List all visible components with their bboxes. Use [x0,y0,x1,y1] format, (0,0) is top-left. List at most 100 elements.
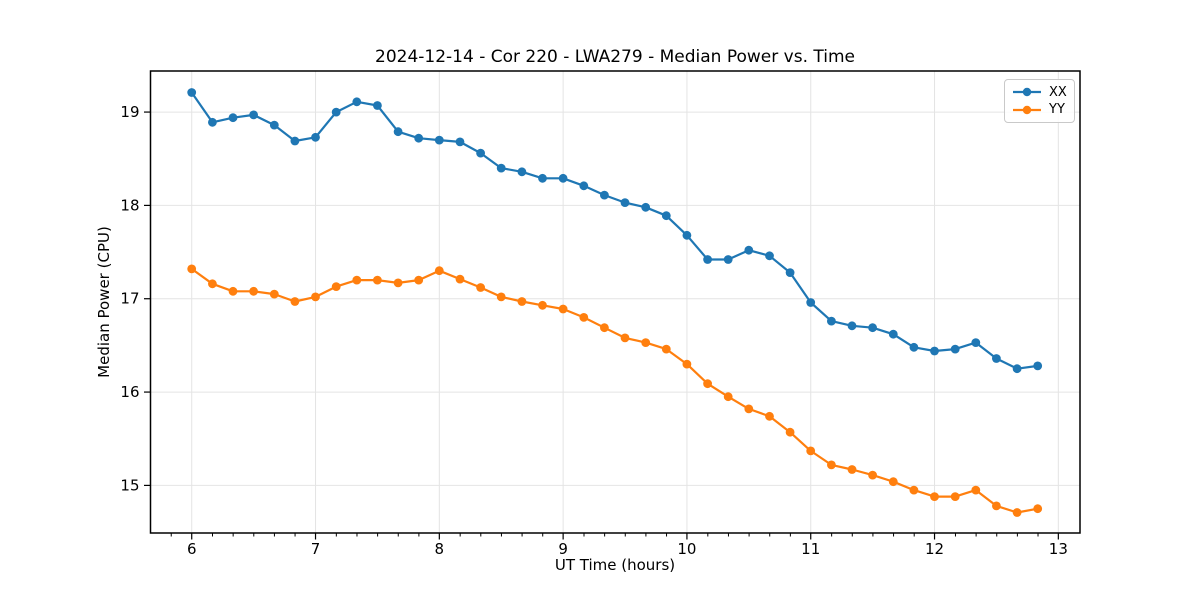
x-tick-label: 12 [925,540,944,558]
data-point-xx [208,117,217,127]
data-point-xx [868,323,877,333]
y-tick-label: 16 [120,383,139,401]
data-point-yy [682,359,692,369]
legend-line-sample-yy [1013,105,1041,115]
data-point-xx [992,354,1001,363]
y-tick-label: 18 [120,196,139,214]
plot-border [149,70,1081,534]
data-point-xx [661,211,671,221]
series-line-xx [190,91,1039,370]
data-point-yy [1012,508,1022,517]
data-point-yy [950,492,960,501]
x-tick-label: 7 [311,540,321,558]
data-point-yy [496,292,506,302]
data-point-yy [517,297,527,306]
data-point-xx [703,255,712,264]
data-point-yy [600,323,609,333]
data-point-yy [331,282,341,291]
x-tick-label: 11 [801,540,820,558]
legend-label-yy: YY [1049,102,1065,118]
data-point-xx [269,120,279,130]
data-point-xx [765,251,774,261]
data-point-xx [414,133,424,143]
data-point-yy [538,300,547,310]
data-point-yy [806,446,816,456]
data-point-xx [393,127,403,137]
data-point-xx [682,230,692,240]
x-tick-label: 9 [558,540,568,558]
data-point-xx [187,88,197,97]
data-point-yy [620,333,630,343]
legend-item-xx: XX [1012,85,1067,100]
data-point-yy [187,264,197,274]
data-point-xx [641,202,651,212]
data-point-yy [868,470,877,480]
data-point-xx [806,298,816,307]
data-point-yy [930,492,939,501]
data-point-xx [847,321,857,331]
data-point-yy [579,313,589,322]
data-point-yy [476,283,485,292]
data-point-yy [1033,504,1043,514]
data-point-xx [971,338,981,347]
y-axis-label: Median Power (CPU) [95,226,113,378]
data-point-yy [992,501,1001,511]
data-point-yy [434,266,444,276]
data-point-xx [538,173,547,183]
data-point-xx [620,198,630,208]
series-line-yy [190,267,1039,514]
data-point-xx [1012,364,1022,374]
data-point-yy [641,338,651,347]
data-point-yy [228,286,238,296]
x-tick-label: 8 [435,540,445,558]
data-point-yy [558,304,568,314]
data-point-xx [558,173,568,183]
data-point-yy [847,465,857,474]
chart-title: 2024-12-14 - Cor 220 - LWA279 - Median P… [375,47,855,67]
data-point-xx [311,132,320,142]
data-point-xx [373,101,382,110]
x-tick-label: 13 [1049,540,1068,558]
data-point-yy [827,460,836,470]
data-point-xx [249,110,258,120]
data-point-yy [393,278,403,288]
data-point-yy [971,485,981,495]
data-point-yy [723,392,733,402]
data-point-xx [228,113,238,123]
data-point-yy [785,427,795,437]
data-point-yy [208,279,217,289]
data-point-xx [1033,361,1043,371]
legend-label-xx: XX [1049,84,1067,100]
data-point-xx [888,329,898,339]
data-point-xx [331,107,341,117]
data-point-xx [827,316,836,326]
y-tick-label: 19 [120,103,139,121]
data-point-yy [269,289,279,299]
data-point-xx [600,190,609,200]
data-point-yy [703,379,712,389]
data-point-yy [290,297,300,306]
legend: XX YY [1004,79,1075,123]
x-tick-label: 6 [187,540,197,558]
data-point-yy [414,275,424,285]
data-point-xx [909,342,919,352]
data-point-xx [785,268,795,277]
data-point-xx [579,181,589,191]
x-axis-label: UT Time (hours) [554,556,676,574]
data-point-xx [352,97,362,107]
data-point-xx [455,137,465,147]
y-tick-label: 17 [120,290,139,308]
data-point-yy [455,274,465,284]
data-point-yy [765,411,774,421]
y-tick-label: 15 [120,476,139,494]
data-point-xx [434,135,444,145]
data-point-yy [909,485,919,495]
data-point-yy [661,344,671,354]
data-point-xx [517,167,527,177]
data-point-yy [888,477,898,487]
data-point-xx [290,136,300,146]
legend-line-sample-xx [1013,87,1041,97]
data-point-yy [373,275,382,285]
